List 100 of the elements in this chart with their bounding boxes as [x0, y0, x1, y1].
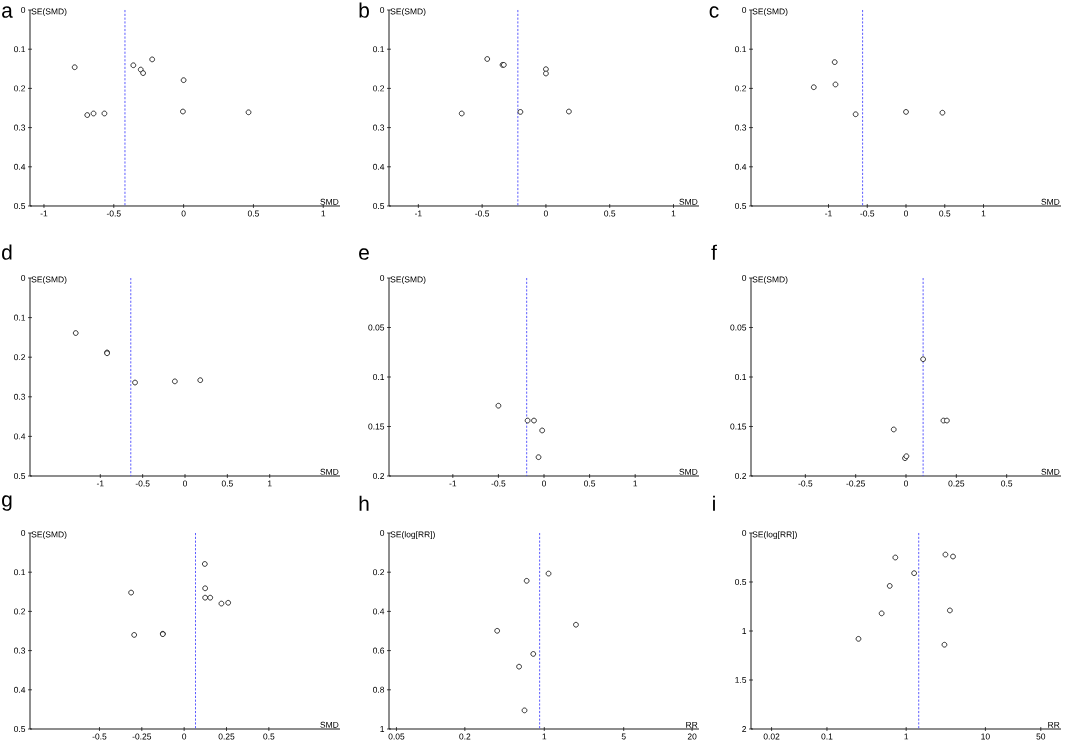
- y-axis-title: SE(SMD): [390, 276, 426, 285]
- y-axis-title: SE(log[RR]): [390, 531, 435, 540]
- y-tick-label: 0: [742, 7, 747, 13]
- chart-title: a: [2, 6, 13, 18]
- y-tick-label: 0.6: [373, 647, 385, 654]
- y-tick-label: 0.4: [14, 433, 26, 440]
- y-tick-label: 0.3: [14, 124, 26, 131]
- y-tick-label: 0: [380, 530, 385, 536]
- x-tick-label: 0.5: [263, 733, 275, 740]
- y-tick-label: 1.5: [735, 677, 747, 683]
- y-tick-label: 0: [380, 7, 385, 13]
- x-tick-label: 1: [671, 210, 676, 217]
- x-tick-label: 0: [182, 480, 188, 487]
- y-tick-label: 0.3: [14, 393, 26, 400]
- x-tick-label: -0.5: [475, 210, 490, 217]
- y-tick-label: 0.5: [735, 203, 747, 209]
- y-tick-label: 0.2: [373, 569, 385, 576]
- x-tick-label: -0.5: [860, 210, 875, 217]
- y-tick-label: 0: [380, 275, 385, 281]
- x-axis-title: SMD: [679, 468, 698, 475]
- x-tick-label: 0.1: [821, 733, 833, 740]
- x-tick-label: 0.05: [388, 733, 405, 740]
- y-tick-label: 0.1: [14, 569, 26, 576]
- y-tick-label: 0.1: [373, 374, 385, 380]
- y-tick-label: 0.4: [14, 686, 26, 693]
- x-tick-label: -0.5: [92, 733, 107, 740]
- x-tick-label: -0.5: [135, 480, 150, 487]
- x-tick-label: 1: [904, 733, 909, 740]
- y-tick-label: 2: [742, 726, 747, 732]
- y-tick-label: 0.4: [373, 608, 385, 615]
- y-tick-label: 0.5: [373, 203, 385, 209]
- x-tick-label: 0.02: [763, 733, 780, 740]
- y-tick-label: 0.1: [735, 46, 747, 53]
- x-tick-label: 0.5: [604, 210, 616, 217]
- x-tick-label: 0: [541, 480, 547, 487]
- y-tick-label: 0.4: [14, 163, 26, 170]
- y-tick-label: 0.5: [14, 473, 26, 479]
- y-tick-label: 0: [21, 7, 26, 13]
- x-tick-label: -1: [96, 480, 104, 487]
- chart-title: d: [2, 244, 12, 260]
- x-tick-label: -0.25: [132, 733, 152, 740]
- y-axis-title: SE(SMD): [752, 8, 788, 17]
- y-tick-label: 0.3: [14, 647, 26, 654]
- x-axis-title: SMD: [1041, 468, 1060, 475]
- x-tick-label: 0: [181, 210, 186, 217]
- x-tick-label: 0.5: [1001, 480, 1013, 487]
- x-tick-label: 5: [621, 733, 626, 740]
- y-axis-title: SE(SMD): [31, 276, 67, 285]
- x-tick-label: 0: [903, 480, 909, 487]
- y-tick-label: 0.8: [373, 686, 385, 693]
- x-tick-label: -0.5: [491, 480, 506, 487]
- x-axis-title: SMD: [679, 198, 698, 205]
- x-tick-label: -1: [825, 210, 832, 217]
- x-tick-label: 1: [633, 480, 638, 487]
- y-tick-label: 0.2: [735, 85, 747, 92]
- x-tick-label: 0.5: [221, 480, 233, 487]
- x-tick-label: 0.5: [584, 480, 596, 487]
- y-tick-label: 0.3: [735, 124, 747, 131]
- x-tick-label: 0: [903, 210, 909, 217]
- x-tick-label: 0.5: [247, 210, 259, 217]
- y-tick-label: 1: [380, 726, 385, 732]
- y-axis-title: SE(SMD): [31, 8, 67, 17]
- chart-title: b: [359, 2, 369, 18]
- y-tick-label: 0.1: [14, 46, 26, 53]
- x-tick-label: -0.5: [106, 210, 121, 217]
- x-tick-label: 1: [542, 733, 547, 740]
- x-tick-label: 0.25: [948, 480, 965, 487]
- x-axis-title: SMD: [1041, 198, 1060, 205]
- x-tick-label: 0.5: [939, 210, 951, 217]
- y-axis-title: SE(SMD): [31, 531, 67, 540]
- x-tick-label: 10: [981, 733, 990, 740]
- y-tick-label: 0.1: [373, 46, 385, 53]
- x-tick-label: -1: [449, 480, 457, 487]
- chart-title: c: [709, 6, 719, 18]
- y-tick-label: 0.5: [14, 203, 26, 209]
- y-tick-label: 0.15: [730, 423, 747, 430]
- y-tick-label: 0.4: [735, 163, 747, 170]
- y-tick-label: 0: [742, 530, 747, 536]
- x-tick-label: 1: [267, 480, 272, 487]
- chart-title: f: [711, 244, 717, 260]
- y-tick-label: 0.5: [14, 726, 26, 732]
- chart-title: i: [713, 495, 715, 511]
- y-tick-label: 0.2: [14, 85, 26, 92]
- y-axis-title: SE(log[RR]): [752, 531, 797, 540]
- y-tick-label: 0.2: [14, 354, 26, 361]
- x-axis-title: RR: [686, 721, 698, 728]
- chart-title: g: [2, 495, 12, 511]
- x-tick-label: 1: [981, 210, 986, 217]
- x-tick-label: 0.2: [459, 733, 471, 740]
- x-axis-title: SMD: [320, 198, 339, 205]
- y-tick-label: 0.2: [373, 473, 385, 479]
- y-tick-label: 0.4: [373, 163, 385, 170]
- y-tick-label: 0.5: [735, 579, 747, 585]
- x-tick-label: -1: [40, 210, 48, 217]
- x-tick-label: -0.5: [798, 480, 813, 487]
- x-tick-label: 0: [543, 210, 548, 217]
- y-tick-label: 0.2: [14, 608, 26, 615]
- y-tick-label: 0.05: [730, 324, 747, 331]
- y-tick-label: 0: [21, 530, 26, 536]
- chart-title: e: [359, 248, 369, 260]
